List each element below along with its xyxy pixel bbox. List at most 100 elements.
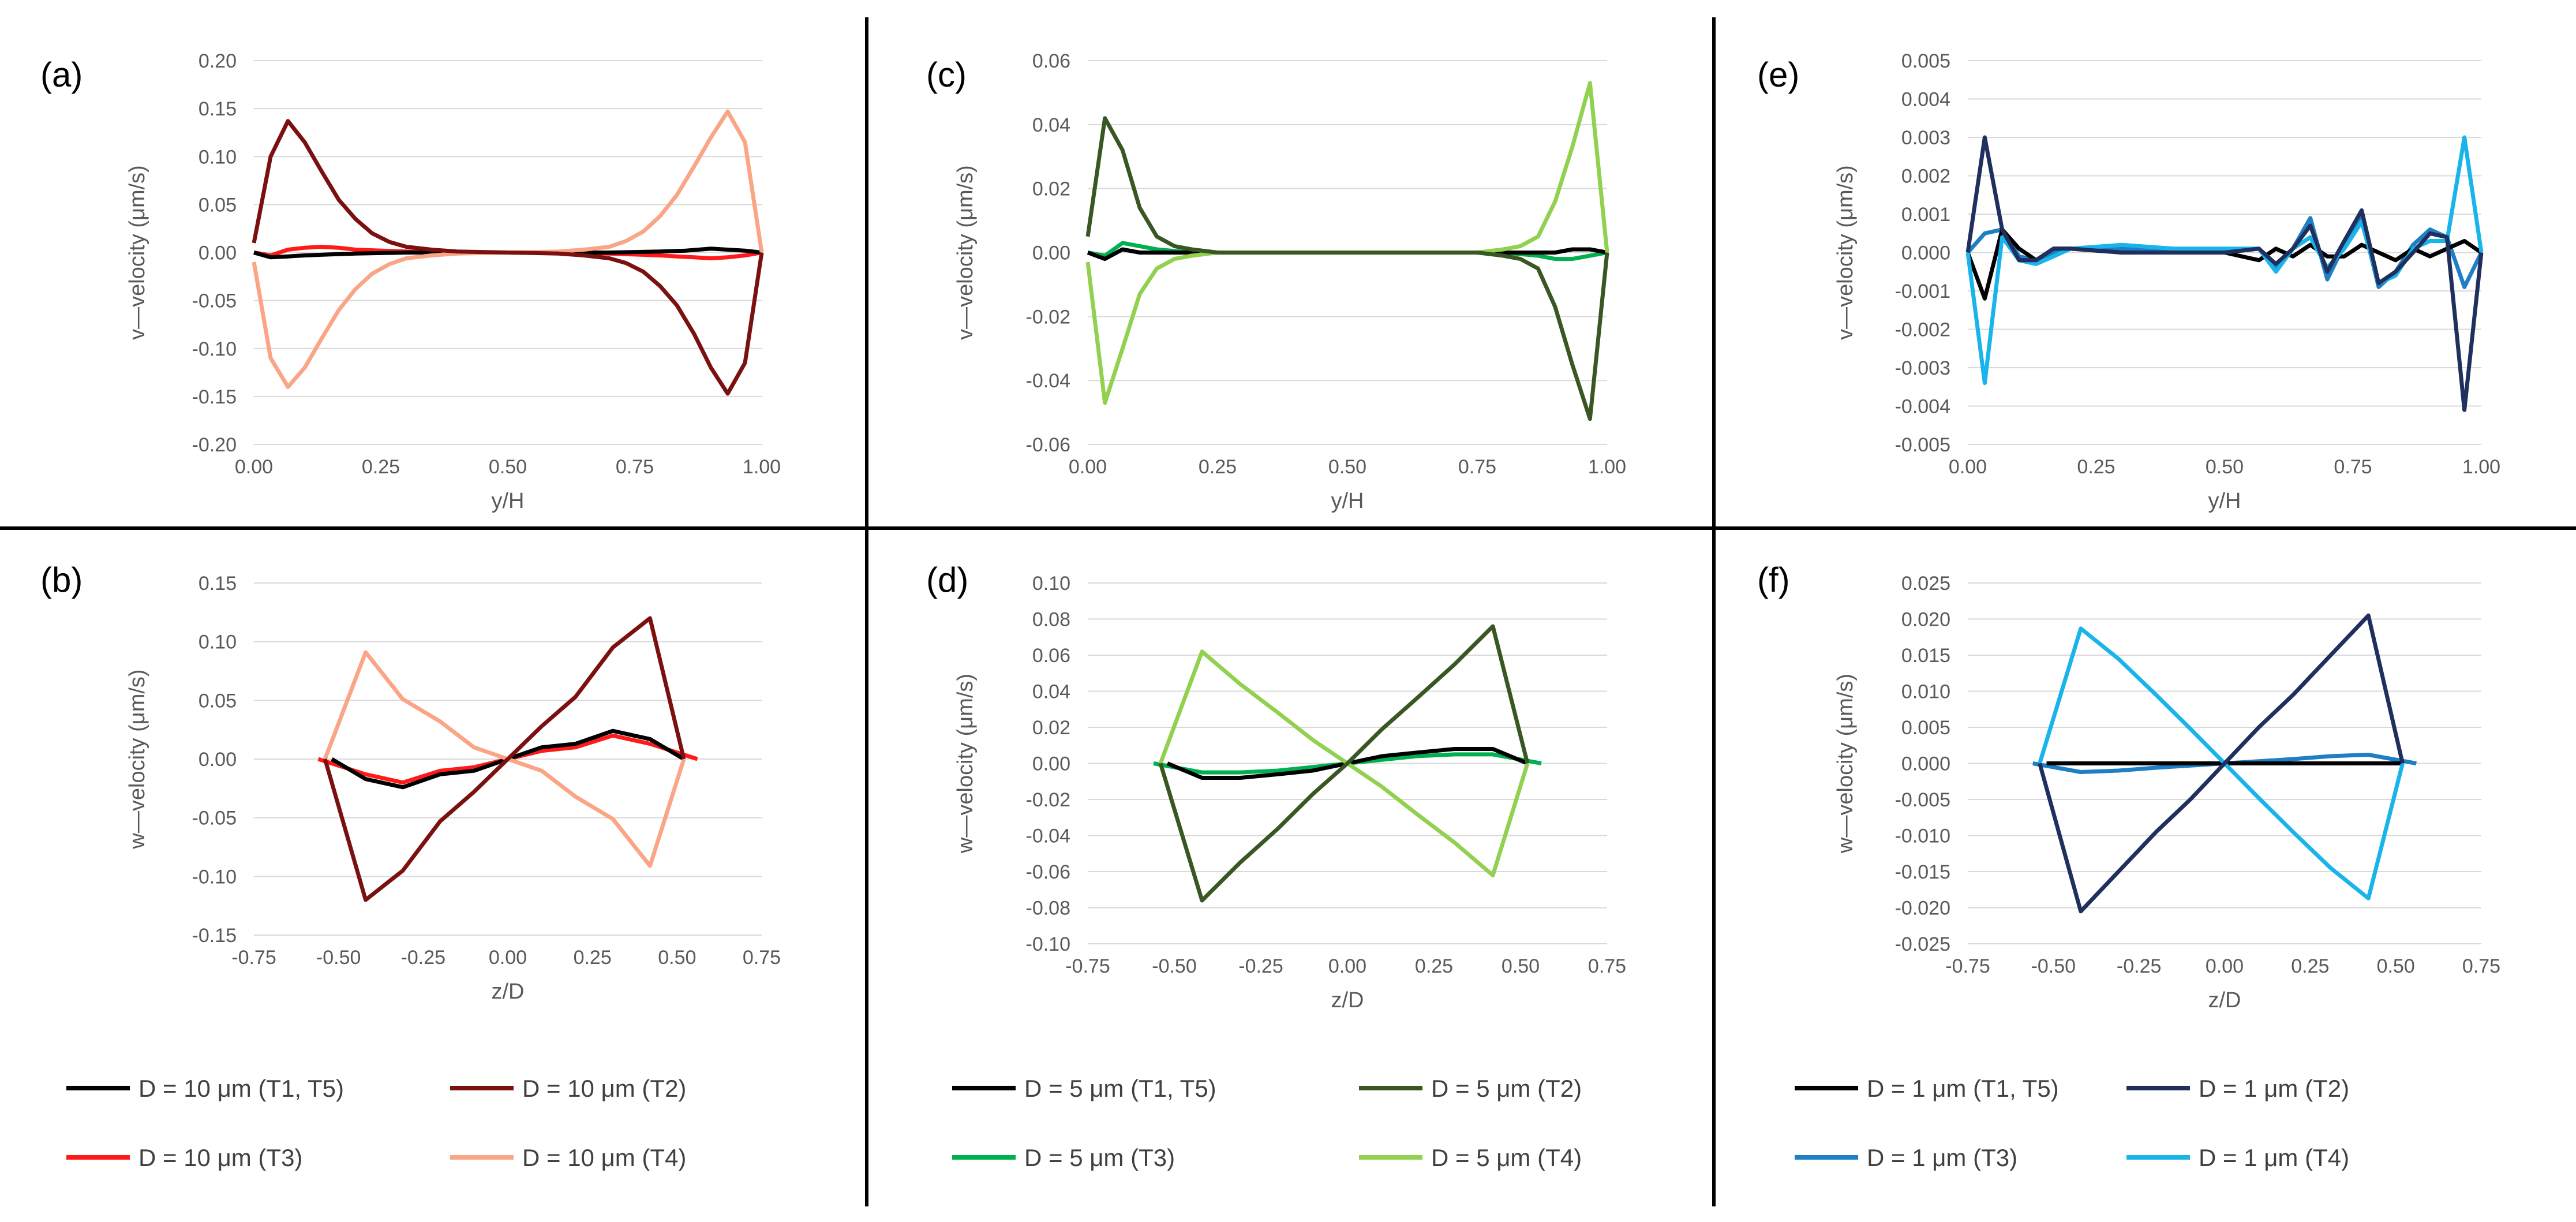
y-tick-label: 0.015 <box>1901 645 1950 667</box>
legend-item-t2: D = 5 μm (T2) <box>1359 1075 1582 1102</box>
x-axis-title: y/H <box>492 489 525 513</box>
y-tick-label: 0.00 <box>1032 242 1070 264</box>
y-tick-label: -0.06 <box>1026 434 1071 456</box>
x-tick-label: 1.00 <box>2462 456 2500 478</box>
x-axis-title: z/D <box>492 980 525 1004</box>
x-tick-label: 0.25 <box>2077 456 2115 478</box>
y-tick-label: 0.20 <box>199 50 237 72</box>
y-tick-label: -0.010 <box>1895 825 1950 847</box>
x-tick-label: 0.75 <box>1588 955 1626 977</box>
y-tick-label: -0.02 <box>1026 789 1071 811</box>
chart-panel-f: (f) 0.025 0.020 0.015 0.010 0.005 0.000 -0.005 -… <box>1757 560 2500 1012</box>
series-line-t2 <box>1158 624 1530 903</box>
y-tick-label: 0.001 <box>1901 204 1950 226</box>
x-tick-label: 0.00 <box>489 947 527 969</box>
y-tick-label: -0.10 <box>192 866 237 888</box>
legend-label: D = 1 μm (T1, T5) <box>1867 1075 2059 1102</box>
panel-label: (a) <box>40 55 83 94</box>
legend-label: D = 10 μm (T2) <box>522 1075 686 1102</box>
y-tick-label: 0.10 <box>199 146 237 168</box>
legend-label: D = 1 μm (T3) <box>1867 1144 2017 1171</box>
y-tick-label: 0.02 <box>1032 178 1070 200</box>
x-tick-label: 0.75 <box>616 456 654 478</box>
x-tick-label: 0.50 <box>489 456 527 478</box>
y-axis-title: w—velocity (μm/s) <box>1833 674 1858 854</box>
x-tick-label: 0.75 <box>2462 955 2500 977</box>
y-tick-label: 0.020 <box>1901 609 1950 631</box>
x-tick-label: -0.75 <box>1945 955 1990 977</box>
chart-panel-e: (e) 0.005 0.004 0.003 0.002 0.001 0.000 -0.001 -… <box>1757 50 2500 513</box>
y-tick-label: 0.10 <box>199 631 237 653</box>
legend-label: D = 5 μm (T3) <box>1024 1144 1175 1171</box>
x-tick-label: 0.00 <box>2206 955 2244 977</box>
y-tick-label: 0.04 <box>1032 114 1070 136</box>
y-tick-label: -0.04 <box>1026 825 1071 847</box>
legend-item-t4: D = 1 μm (T4) <box>2126 1144 2349 1171</box>
chart-panel-a: (a) 0.20 0.15 0.10 0.05 0.00 -0.05 -0.10 -0.15 -0… <box>40 50 781 513</box>
y-tick-label: 0.005 <box>1901 717 1950 739</box>
y-tick-label: 0.00 <box>199 242 237 264</box>
x-tick-label: 0.50 <box>658 947 696 969</box>
legend-item-t2: D = 1 μm (T2) <box>2126 1075 2349 1102</box>
y-tick-label: -0.025 <box>1895 933 1950 955</box>
y-axis-title: w—velocity (μm/s) <box>953 674 978 854</box>
x-tick-label: -0.75 <box>231 947 276 969</box>
panel-label: (e) <box>1757 55 1799 94</box>
x-tick-label: 0.25 <box>574 947 612 969</box>
y-tick-label: -0.10 <box>1026 933 1071 955</box>
legend-item-t3: D = 10 μm (T3) <box>66 1144 302 1171</box>
y-tick-label: -0.04 <box>1026 370 1071 392</box>
x-tick-label: 0.25 <box>362 456 400 478</box>
y-tick-label: -0.15 <box>192 925 237 947</box>
x-axis-title: y/H <box>2208 489 2241 513</box>
y-axis-title: v—velocity (μm/s) <box>125 165 149 340</box>
y-tick-label: 0.05 <box>199 194 237 216</box>
legend-1: D = 10 μm (T1, T5) D = 10 μm (T2) D = 10 μ… <box>66 1075 686 1171</box>
legend-2: D = 5 μm (T1, T5) D = 5 μm (T2) D = 5 μm (… <box>952 1075 1582 1171</box>
y-tick-label: -0.002 <box>1895 319 1950 341</box>
x-tick-label: 0.25 <box>2291 955 2329 977</box>
y-tick-label: 0.10 <box>1032 573 1070 595</box>
x-tick-label: 0.50 <box>1502 955 1540 977</box>
x-tick-label: 0.00 <box>1328 955 1366 977</box>
x-tick-label: 0.25 <box>1415 955 1453 977</box>
legend-item-t4: D = 10 μm (T4) <box>450 1144 686 1171</box>
y-tick-label: 0.15 <box>199 573 237 595</box>
x-tick-label: -0.50 <box>316 947 361 969</box>
x-tick-label: 1.00 <box>1588 456 1626 478</box>
legend-label: D = 10 μm (T3) <box>138 1144 302 1171</box>
legend-label: D = 10 μm (T4) <box>522 1144 686 1171</box>
x-tick-label: -0.25 <box>401 947 446 969</box>
y-tick-label: 0.04 <box>1032 681 1070 703</box>
panel-label: (c) <box>926 55 967 94</box>
y-axis-title: v—velocity (μm/s) <box>1833 165 1858 340</box>
x-tick-label: 0.75 <box>1458 456 1496 478</box>
x-tick-label: 0.75 <box>2334 456 2372 478</box>
x-axis-title: y/H <box>1331 489 1364 513</box>
y-tick-label: -0.003 <box>1895 357 1950 379</box>
x-axis-title: z/D <box>2208 988 2241 1012</box>
legend-label: D = 5 μm (T1, T5) <box>1024 1075 1216 1102</box>
x-tick-label: -0.50 <box>1152 955 1197 977</box>
panel-label: (d) <box>926 560 968 599</box>
y-tick-label: 0.000 <box>1901 242 1950 264</box>
legend-label: D = 1 μm (T4) <box>2199 1144 2349 1171</box>
y-tick-label: 0.05 <box>199 690 237 712</box>
legend-label: D = 5 μm (T4) <box>1431 1144 1582 1171</box>
y-tick-label: -0.015 <box>1895 861 1950 883</box>
y-tick-label: -0.02 <box>1026 306 1071 328</box>
legend-item-t2: D = 10 μm (T2) <box>450 1075 686 1102</box>
y-tick-label: 0.000 <box>1901 753 1950 775</box>
x-tick-label: 0.50 <box>2206 456 2244 478</box>
x-tick-label: 0.50 <box>2377 955 2415 977</box>
y-tick-label: 0.005 <box>1901 50 1950 72</box>
x-axis-title: z/D <box>1331 988 1364 1012</box>
series-line-t2 <box>252 119 764 396</box>
y-tick-label: 0.08 <box>1032 609 1070 631</box>
y-tick-label: -0.08 <box>1026 898 1071 920</box>
x-tick-label: 1.00 <box>743 456 781 478</box>
x-tick-label: -0.25 <box>1238 955 1283 977</box>
panel-label: (b) <box>40 560 83 599</box>
y-tick-label: -0.20 <box>192 434 237 456</box>
